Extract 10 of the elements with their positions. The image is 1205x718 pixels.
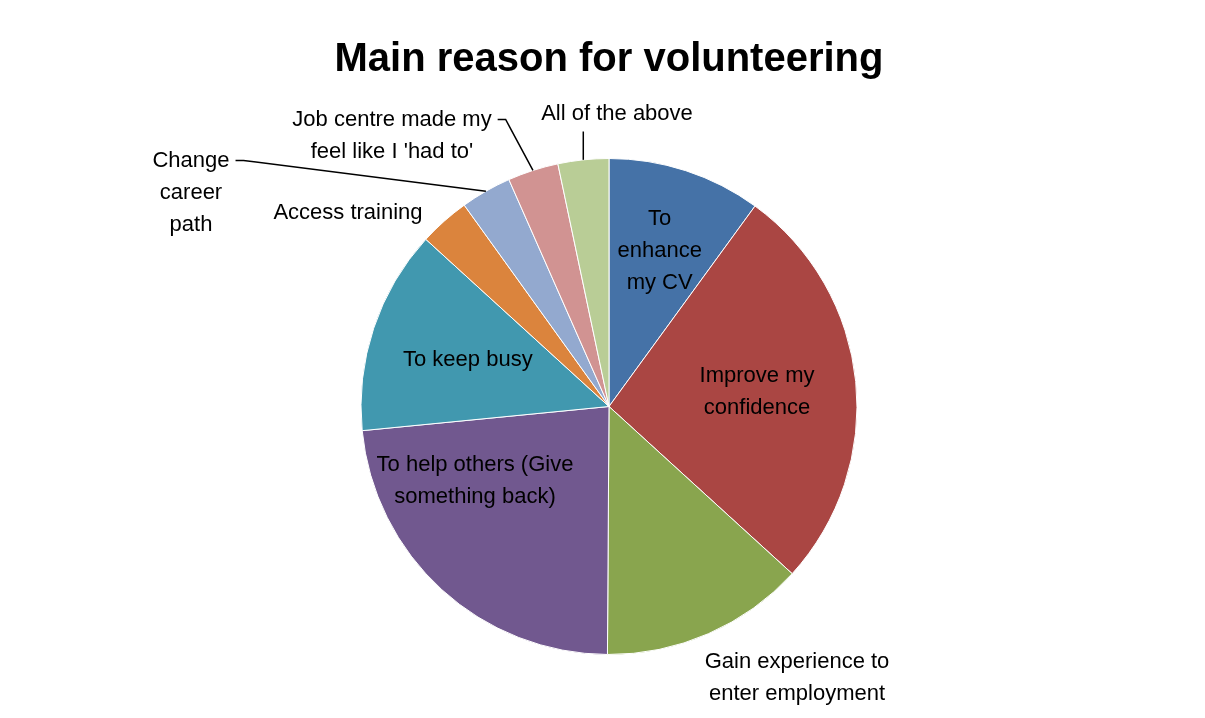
slice-label: Job centre made my feel like I 'had to' <box>292 105 492 163</box>
slice-label: Change career path <box>152 146 230 236</box>
chart-title: Main reason for volunteering <box>334 35 884 80</box>
slice-label: Gain experience to enter employment <box>704 647 890 705</box>
slice-label: To help others (Give something back) <box>376 450 574 508</box>
slice-label: To enhance my CV <box>617 204 702 294</box>
slice-label: Improve my confidence <box>699 361 815 419</box>
slice-label: All of the above <box>541 99 693 125</box>
slice-label: To keep busy <box>402 345 533 371</box>
slice-label: Access training <box>273 198 423 224</box>
